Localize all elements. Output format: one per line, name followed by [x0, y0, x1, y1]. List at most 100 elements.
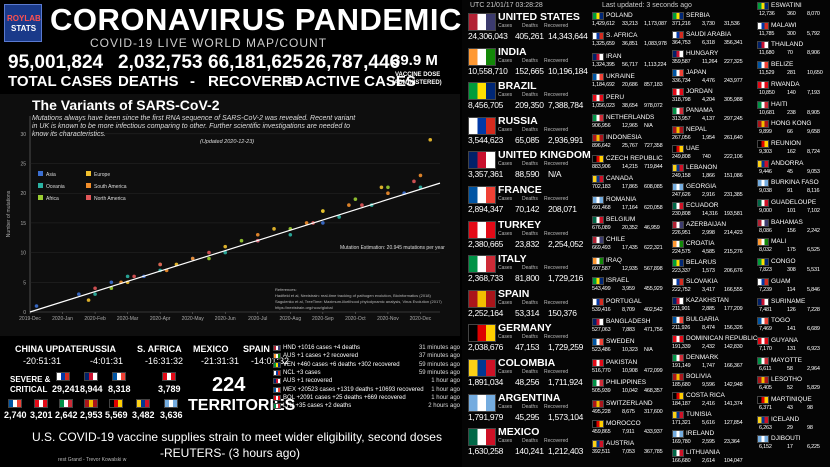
- country-name: HONG KONG: [771, 120, 812, 128]
- stat-operator: -: [190, 73, 195, 90]
- severe-value: 2,642: [55, 410, 78, 420]
- country-name: MALAWI: [771, 21, 797, 29]
- recovered: 156,326: [724, 325, 743, 331]
- column-label: Recovered: [544, 23, 569, 29]
- recovered: 1,729,216: [548, 273, 584, 284]
- mutation-point: [207, 250, 211, 255]
- cases: 539,416: [592, 306, 611, 313]
- deaths: 2,998: [702, 230, 715, 236]
- deaths: 47,153: [515, 342, 540, 353]
- deaths: 14,316: [702, 211, 718, 217]
- cases: 10,850: [759, 89, 775, 96]
- recovered: 141,374: [724, 401, 743, 407]
- country-name: PANAMA: [686, 107, 713, 114]
- column-label: Deaths: [522, 23, 538, 29]
- deaths: 14,215: [622, 163, 638, 170]
- mutation-point: [190, 256, 195, 261]
- flag: [672, 411, 684, 419]
- deaths: 300: [787, 30, 796, 37]
- country-name: DJIBOUTI: [771, 435, 801, 443]
- cases: 211,926: [672, 325, 691, 331]
- country-name: CONGO: [771, 258, 796, 266]
- column-label: Deaths: [522, 299, 538, 306]
- update-text: LTU +35 cases +2 deaths: [283, 403, 352, 410]
- column-label: Recovered: [544, 57, 569, 64]
- severe-value: 3,636: [160, 410, 183, 420]
- mutation-point: [132, 274, 136, 279]
- country-name: IRELAND: [686, 430, 715, 437]
- flag: [592, 114, 604, 122]
- flag: [273, 361, 281, 368]
- deaths: 5,616: [702, 420, 715, 426]
- stat-value: 26,787,446: [305, 52, 401, 73]
- flag: [592, 134, 604, 143]
- flag: [592, 195, 604, 204]
- mutation-point: [288, 232, 293, 237]
- deaths: 20,352: [622, 225, 638, 231]
- flag: [592, 175, 604, 184]
- country-name: SPAIN: [498, 287, 530, 300]
- flag: [592, 277, 604, 286]
- recovered: 2,964: [807, 365, 820, 372]
- y-tick-label: 10: [20, 251, 26, 257]
- recovered: 356,341: [724, 40, 743, 46]
- recovered: 151,086: [724, 173, 743, 179]
- country-name: SWITZERLAND: [606, 399, 653, 407]
- cases: 3,357,361: [468, 169, 504, 180]
- deaths: 209,350: [515, 100, 544, 111]
- column-label: Cases: [498, 230, 513, 237]
- country-name: S. AFRICA: [606, 32, 638, 40]
- mutation-point: [223, 250, 228, 255]
- recovered: 620,058: [644, 204, 663, 211]
- x-tick-label: 2020-Jun: [215, 316, 236, 322]
- cases: 223,337: [672, 268, 691, 274]
- reference: https://nextstrain.org/ncov/global: [275, 305, 333, 310]
- deaths: 10,908: [622, 367, 638, 374]
- flag: [273, 353, 281, 360]
- flag: [672, 69, 684, 77]
- recovered: 142,948: [724, 382, 743, 388]
- deaths: 10,042: [622, 388, 638, 395]
- timezone-time: -4:01:31: [90, 356, 124, 366]
- mutation-point: [109, 280, 114, 285]
- x-tick-label: 2019-Dec: [19, 316, 41, 322]
- deaths: 1,866: [702, 173, 715, 179]
- flag: [592, 73, 604, 82]
- column-label: Cases: [498, 369, 513, 375]
- country-name: LEBANON: [686, 164, 718, 171]
- column-label: Cases: [498, 334, 513, 341]
- cases: 883,906: [592, 163, 611, 170]
- flag: [592, 440, 604, 449]
- recovered: 193,581: [724, 211, 743, 217]
- flag: [757, 277, 769, 286]
- timezone-name: S. AFRICA: [137, 344, 182, 354]
- column-label: Recovered: [544, 161, 569, 168]
- mutation-point: [347, 203, 351, 207]
- recovered: 5,829: [807, 385, 820, 392]
- deaths: 281: [787, 70, 796, 77]
- flag: [757, 139, 769, 148]
- flag: [757, 238, 769, 247]
- legend-swatch: [38, 183, 43, 188]
- country-name: RWANDA: [771, 80, 800, 88]
- update-text: VEN +460 cases +6 deaths +302 recovered: [283, 361, 400, 368]
- recovered: 7,388,784: [548, 100, 584, 111]
- recovered: 231,385: [724, 192, 743, 198]
- country-name: UKRAINE: [606, 73, 635, 81]
- cases: 7,823: [759, 267, 772, 274]
- recovered: 1,113,224: [644, 61, 667, 68]
- country-name: GUAM: [771, 277, 791, 285]
- severe-value: 8,944: [80, 384, 103, 394]
- recovered: 727,358: [644, 143, 663, 150]
- flag: [757, 120, 769, 129]
- deaths: 29: [787, 424, 793, 431]
- cases: 1,791,979: [468, 411, 504, 422]
- mutation-point: [158, 262, 162, 267]
- mutation-point: [125, 274, 130, 279]
- stat-label: TOTAL CASES: [8, 73, 113, 90]
- cases: 10,558,710: [468, 65, 508, 76]
- flag: [672, 145, 684, 153]
- cases: 222,752: [672, 287, 691, 293]
- variants-chart: 0 5 10 15 20 25 30 2019-Dec 2020-Jan 2020-Feb 2020…: [6, 116, 441, 322]
- update-text: AUS +1 recovered: [283, 378, 333, 385]
